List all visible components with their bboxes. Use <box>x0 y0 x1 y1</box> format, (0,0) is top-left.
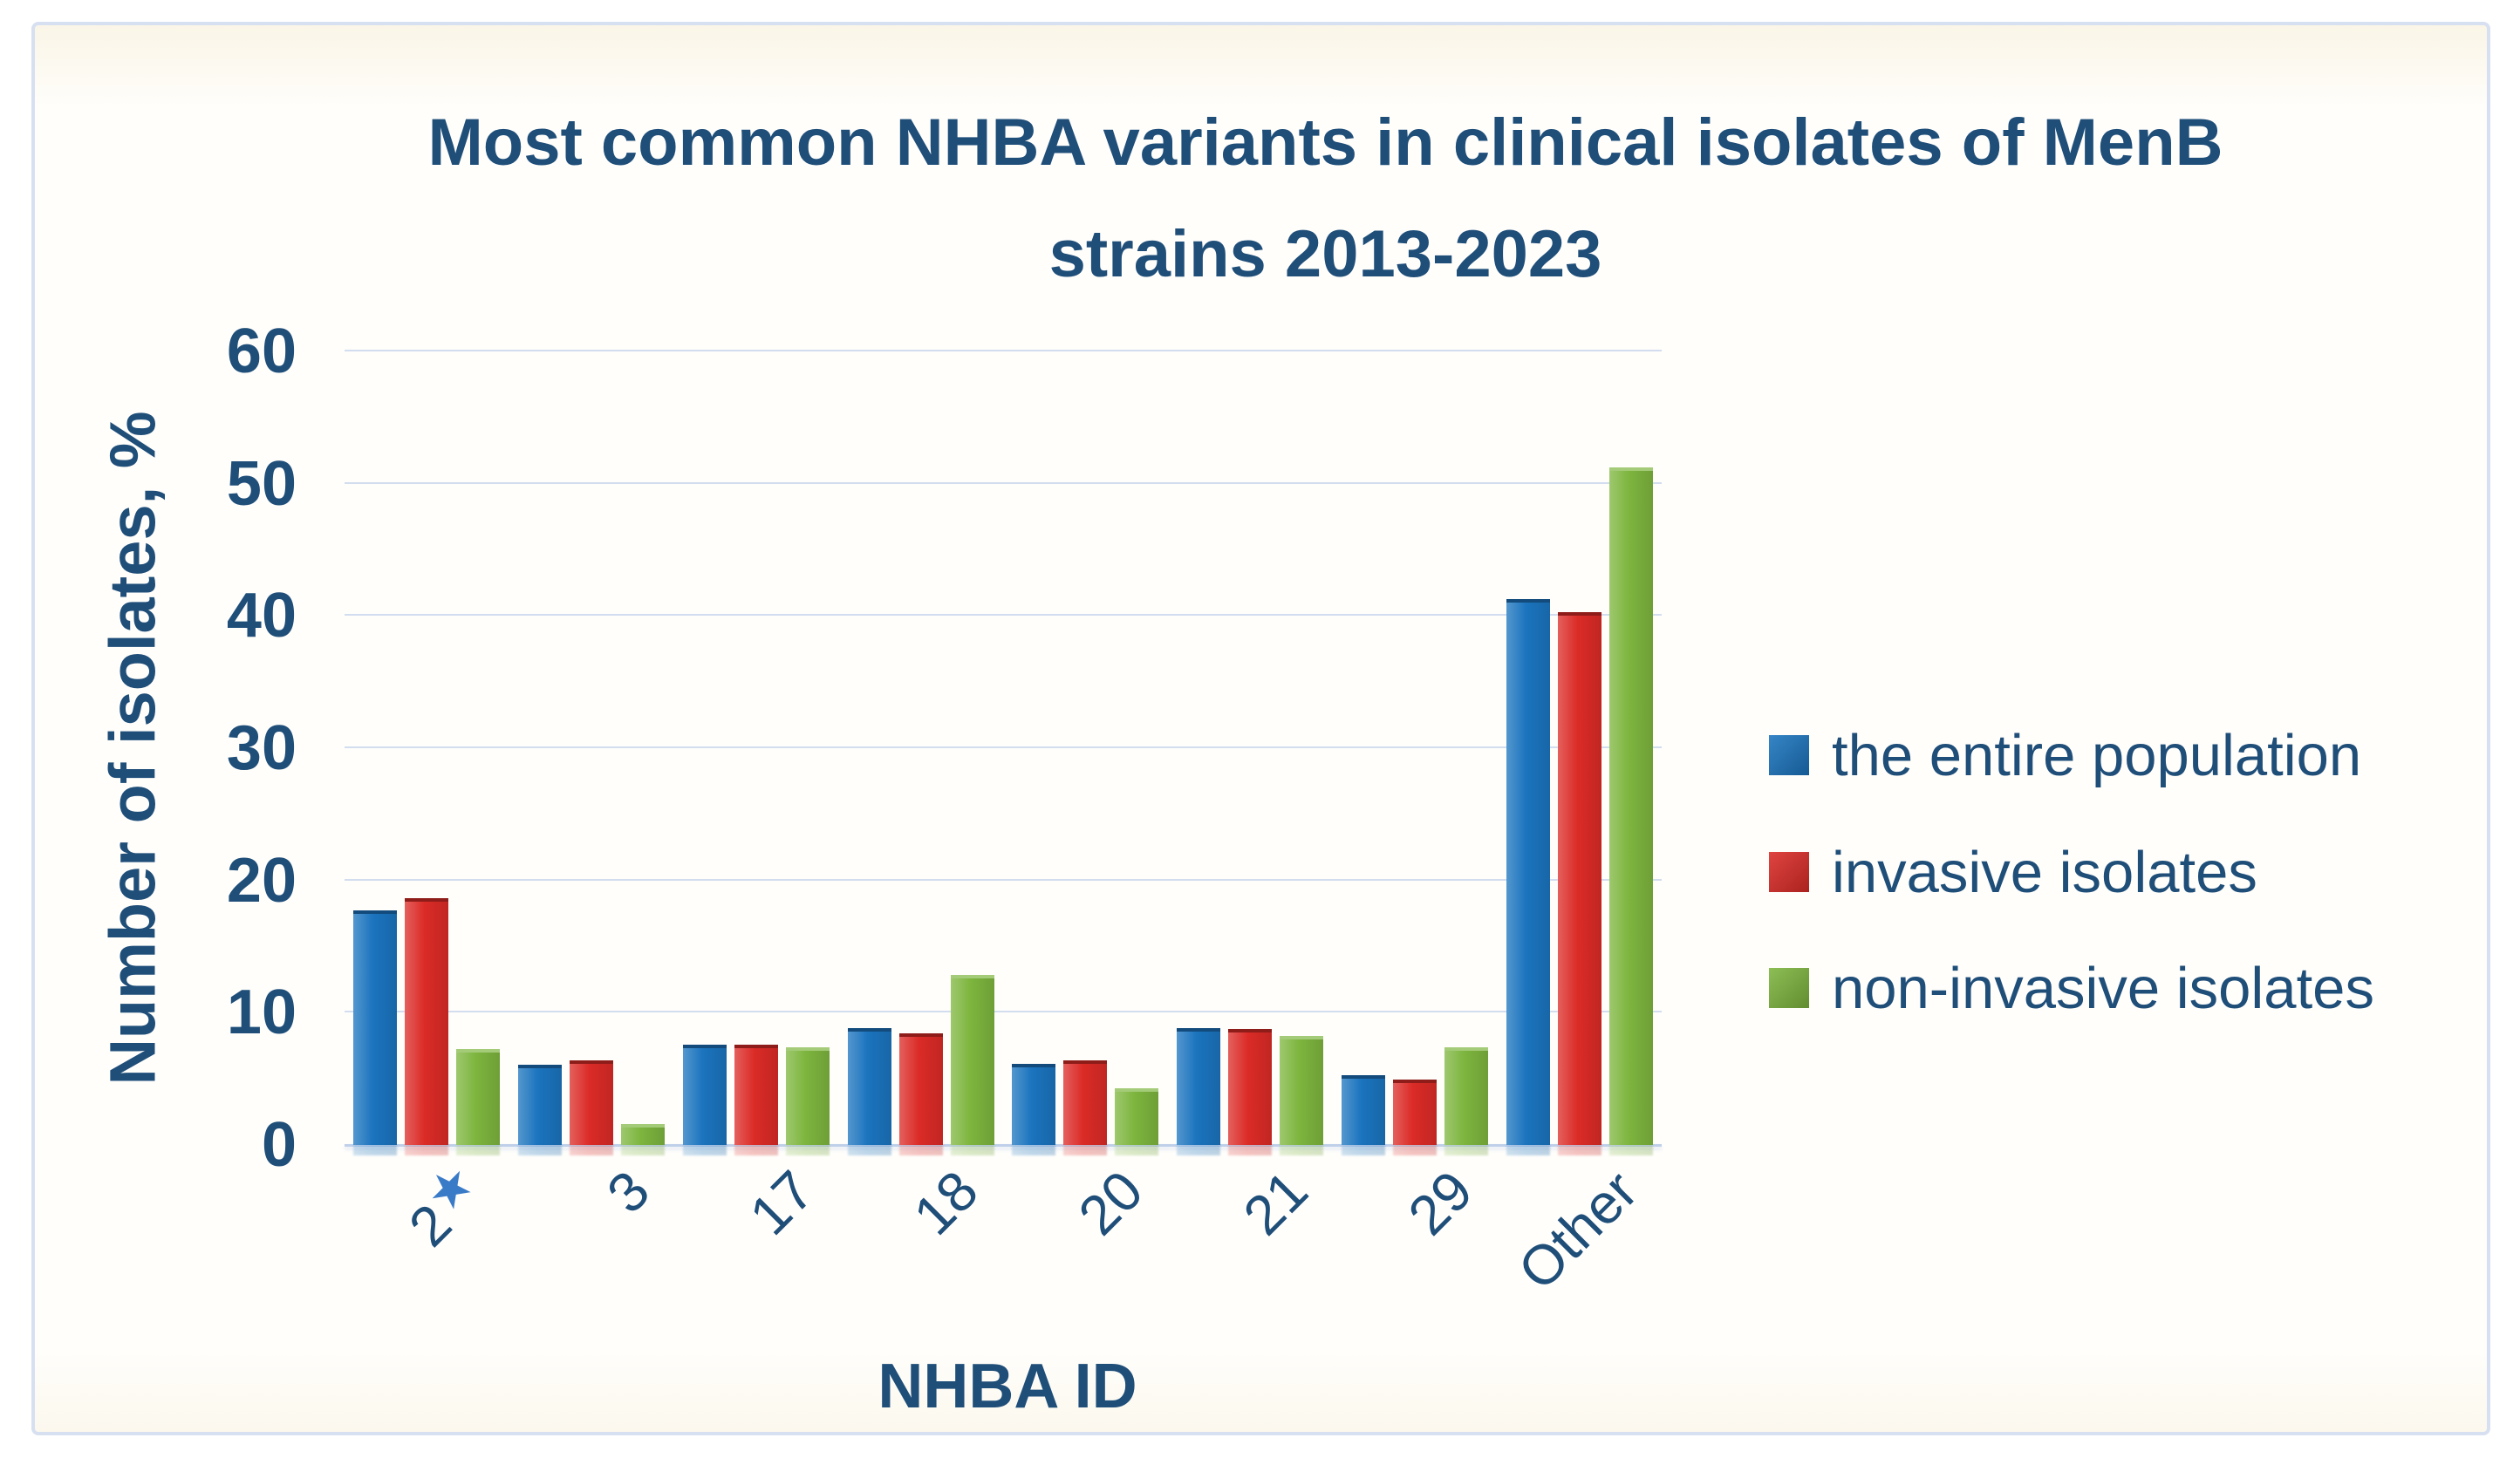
bar-the-entire-population-20 <box>1012 1063 1056 1145</box>
bar-invasive-isolates-Other <box>1557 612 1601 1145</box>
legend-swatch-non-invasive-isolates <box>1769 968 1809 1008</box>
gridline-60 <box>345 350 1662 351</box>
bar-the-entire-population-18 <box>847 1027 891 1145</box>
gridline-20 <box>345 878 1662 881</box>
legend-item-invasive-isolates: invasive isolates <box>1769 837 2257 907</box>
legend-label: non-invasive isolates <box>1832 955 2374 1021</box>
legend-item-non-invasive-isolates: non-invasive isolates <box>1769 953 2374 1023</box>
bar-non-invasive-isolates-Other <box>1608 467 1653 1145</box>
legend-label: the entire population <box>1832 722 2362 788</box>
bar-non-invasive-isolates-21 <box>1280 1035 1324 1145</box>
bar-the-entire-population-3 <box>518 1065 563 1145</box>
bar-invasive-isolates-3 <box>570 1060 614 1145</box>
bar-group-29 <box>1333 351 1498 1145</box>
bar-invasive-isolates-17 <box>734 1045 778 1145</box>
y-tick-label-10: 10 <box>226 978 297 1048</box>
bar-the-entire-population-17 <box>682 1045 727 1145</box>
bar-group-18 <box>838 351 1003 1145</box>
bar-invasive-isolates-20 <box>1063 1060 1108 1145</box>
chart-title-line-2: strains 2013-2023 <box>1048 216 1602 291</box>
gridline-50 <box>345 481 1662 484</box>
bar-invasive-isolates-2 <box>405 897 449 1145</box>
bar-the-entire-population-Other <box>1506 599 1550 1145</box>
bar-group-20 <box>1003 351 1168 1145</box>
bar-the-entire-population-29 <box>1341 1075 1385 1145</box>
bar-non-invasive-isolates-3 <box>621 1124 666 1145</box>
gridline-10 <box>345 1011 1662 1013</box>
y-tick-label-30: 30 <box>226 713 297 783</box>
bar-group-21 <box>1168 351 1333 1145</box>
chart-frame <box>31 22 2490 1435</box>
gridline-40 <box>345 614 1662 617</box>
bar-invasive-isolates-18 <box>898 1032 943 1145</box>
y-tick-label-0: 0 <box>261 1110 297 1180</box>
x-axis-baseline <box>345 1144 1662 1147</box>
legend-swatch-invasive-isolates <box>1769 852 1809 892</box>
bar-invasive-isolates-21 <box>1228 1029 1273 1145</box>
bar-invasive-isolates-29 <box>1392 1079 1437 1145</box>
legend-swatch-the-entire-population <box>1769 735 1809 775</box>
bar-non-invasive-isolates-29 <box>1444 1047 1488 1145</box>
bar-non-invasive-isolates-18 <box>950 974 994 1145</box>
bar-non-invasive-isolates-17 <box>785 1047 830 1145</box>
bar-group-2 <box>345 351 509 1145</box>
bar-non-invasive-isolates-20 <box>1115 1088 1159 1145</box>
x-axis-title: NHBA ID <box>878 1352 1137 1421</box>
bar-the-entire-population-21 <box>1177 1027 1221 1145</box>
y-tick-label-50: 50 <box>226 448 297 519</box>
y-tick-label-60: 60 <box>226 317 297 386</box>
bar-non-invasive-isolates-2 <box>456 1048 501 1145</box>
bar-group-Other <box>1497 351 1662 1145</box>
y-tick-label-40: 40 <box>226 581 297 651</box>
plot-area <box>345 350 1662 1147</box>
legend-item-the-entire-population: the entire population <box>1769 720 2361 790</box>
bar-group-3 <box>509 351 674 1145</box>
gridline-30 <box>345 746 1662 748</box>
y-tick-label-20: 20 <box>226 845 297 916</box>
legend-label: invasive isolates <box>1832 839 2257 905</box>
bar-the-entire-population-2 <box>353 910 398 1145</box>
bar-group-17 <box>674 351 839 1145</box>
chart-title-line-1: Most common NHBA variants in clinical is… <box>427 106 2223 180</box>
chart-title: Most common NHBA variants in clinical is… <box>0 87 2520 310</box>
